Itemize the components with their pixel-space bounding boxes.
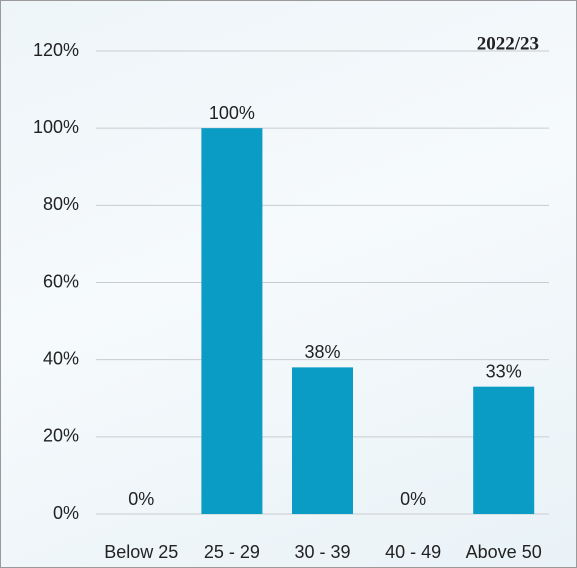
x-tick-label: Above 50 (465, 542, 542, 562)
y-tick-label: 20% (43, 426, 79, 446)
value-label: 38% (304, 342, 340, 362)
y-tick-label: 120% (33, 40, 79, 60)
bar (473, 386, 535, 514)
x-tick-label: 25 - 29 (203, 542, 260, 562)
y-tick-label: 0% (53, 503, 79, 523)
x-tick-label: Below 25 (104, 542, 179, 562)
value-label: 33% (486, 361, 522, 381)
bar (201, 128, 263, 514)
chart-title: 2022/23 (477, 33, 539, 54)
x-tick-label: 40 - 49 (385, 542, 442, 562)
value-label: 100% (209, 103, 255, 123)
y-tick-label: 80% (43, 194, 79, 214)
y-tick-label: 60% (43, 271, 79, 291)
y-tick-label: 40% (43, 348, 79, 368)
y-tick-label: 100% (33, 117, 79, 137)
bar (292, 367, 353, 514)
x-tick-label: 30 - 39 (294, 542, 351, 562)
value-label: 0% (400, 489, 426, 509)
value-label: 0% (128, 489, 154, 509)
